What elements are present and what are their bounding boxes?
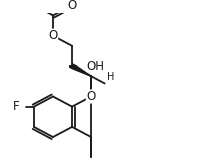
Text: O: O (48, 29, 58, 42)
Text: OH: OH (86, 60, 104, 73)
Text: O: O (86, 90, 96, 103)
Text: O: O (67, 0, 77, 12)
Text: H: H (107, 72, 115, 82)
Text: F: F (13, 100, 20, 113)
Polygon shape (71, 64, 91, 76)
